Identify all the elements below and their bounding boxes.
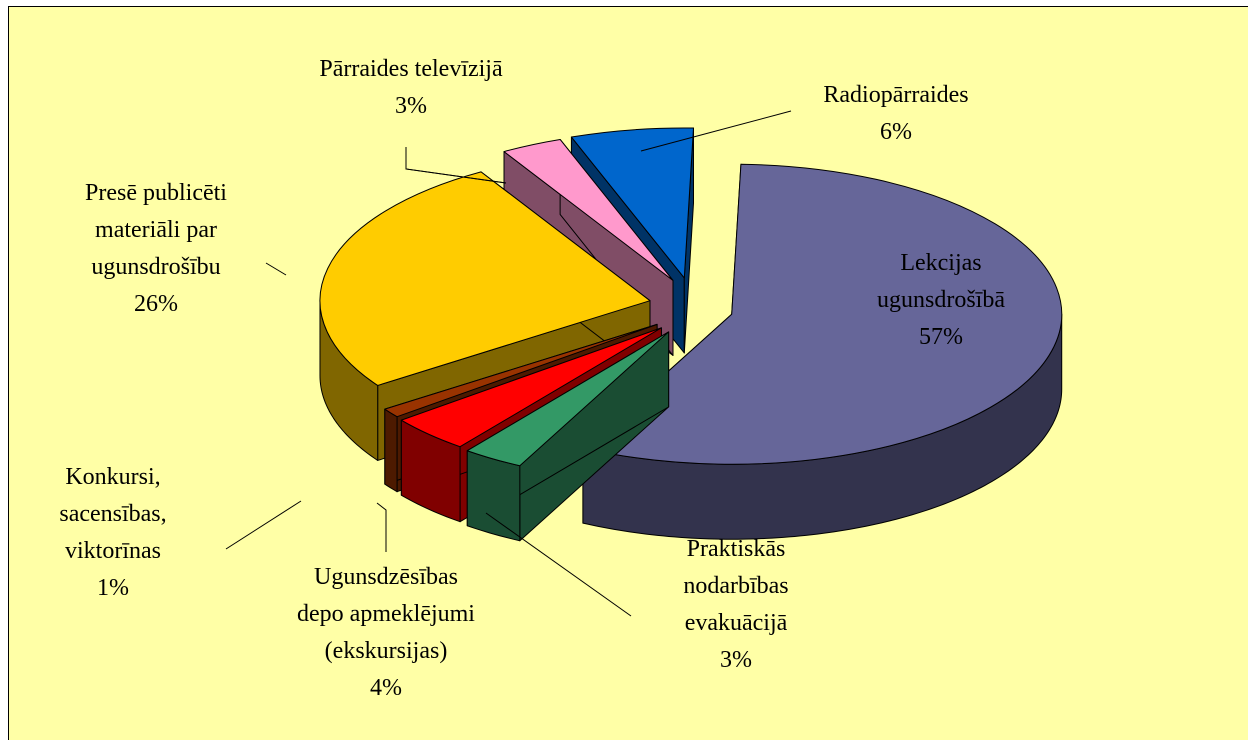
slice-side bbox=[384, 408, 398, 493]
value-label: 3% bbox=[395, 93, 427, 119]
leader-line bbox=[485, 512, 632, 617]
slice bbox=[319, 171, 651, 386]
value-label: 4% bbox=[369, 675, 402, 701]
leader-line bbox=[376, 502, 387, 552]
leader-line bbox=[640, 110, 792, 152]
slice bbox=[384, 323, 658, 418]
value-label: 57% bbox=[919, 324, 963, 350]
slice bbox=[570, 127, 694, 279]
category-name: Presē publicēti materiāli par ugunsdrošī… bbox=[85, 180, 227, 280]
value-label: 26% bbox=[134, 291, 178, 317]
slice bbox=[400, 327, 662, 448]
leader-line bbox=[405, 147, 507, 184]
slice-label: Praktiskās nodarbības evakuācijā 3% bbox=[683, 531, 788, 679]
slice bbox=[503, 138, 674, 281]
category-name: Pārraides televīzijā bbox=[319, 56, 503, 82]
value-label: 3% bbox=[720, 647, 752, 673]
category-name: Ugunsdzēsības depo apmeklējumi (ekskursi… bbox=[297, 564, 475, 664]
leader-line bbox=[225, 500, 302, 550]
leader-line bbox=[405, 147, 507, 184]
slice bbox=[582, 163, 1063, 465]
category-name: Konkursi, sacensības, viktorīnas bbox=[59, 464, 167, 564]
slice-label: Lekcijas ugunsdrošībā 57% bbox=[877, 245, 1005, 356]
chart-area: Radiopārraides 6% Lekcijas ugunsdrošībā 57%… bbox=[8, 6, 1248, 740]
slice-label: Ugunsdzēsības depo apmeklējumi (ekskursi… bbox=[297, 559, 475, 707]
slice bbox=[466, 331, 670, 467]
slice-label: Presē publicēti materiāli par ugunsdrošī… bbox=[85, 175, 227, 323]
category-name: Lekcijas ugunsdrošībā bbox=[877, 250, 1005, 313]
value-label: 1% bbox=[96, 575, 129, 601]
category-name: Praktiskās nodarbības evakuācijā bbox=[683, 536, 789, 636]
value-label: 6% bbox=[880, 119, 912, 145]
chart bbox=[225, 110, 1063, 617]
slice-label: Pārraides televīzijā 3% bbox=[319, 51, 502, 125]
leader-line bbox=[265, 262, 287, 276]
category-name: Radiopārraides bbox=[823, 82, 969, 108]
slice-label: Konkursi, sacensības, viktorīnas 1% bbox=[59, 459, 166, 607]
slice-label: Radiopārraides 6% bbox=[823, 77, 968, 151]
